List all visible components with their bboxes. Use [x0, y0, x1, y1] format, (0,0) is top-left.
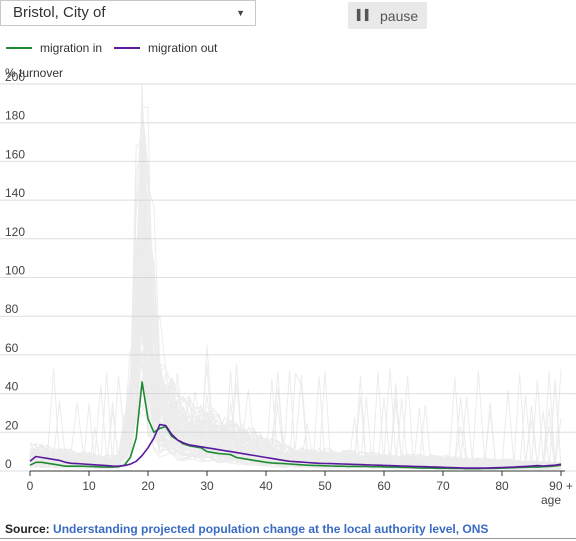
background-area-line [29, 229, 562, 467]
background-area-line [29, 284, 562, 469]
source-link[interactable]: Understanding projected population chang… [53, 522, 489, 536]
legend-item-migration-out: migration out [114, 41, 217, 55]
chevron-down-icon: ▼ [236, 8, 245, 18]
background-area-line [29, 155, 562, 468]
x-tick-label: 40 [259, 479, 273, 493]
background-area-line [29, 263, 562, 468]
y-tick-label: 80 [5, 302, 19, 316]
background-area-line [29, 107, 562, 466]
background-area-line [29, 270, 562, 468]
background-area-line [29, 273, 562, 466]
background-area-line [29, 186, 562, 468]
background-area-line [29, 222, 562, 468]
background-area-lines [29, 83, 562, 471]
background-area-line [29, 221, 562, 465]
background-area-line [29, 350, 562, 469]
background-area-line [29, 107, 562, 467]
x-tick-label: 0 [27, 479, 34, 493]
background-area-line [29, 239, 562, 467]
background-area-line [29, 106, 562, 466]
series-line-migration-out [29, 423, 562, 469]
background-area-line [29, 149, 562, 467]
legend-swatch-migration-in [6, 46, 32, 49]
background-area-line [29, 107, 562, 467]
x-tick-label: 10 [82, 479, 96, 493]
x-tick-label: 70 [436, 479, 450, 493]
background-area-line [29, 197, 562, 467]
background-area-line [29, 155, 562, 467]
legend-swatch-migration-out [114, 46, 140, 49]
y-tick-label: 180 [5, 109, 25, 123]
background-area-line [29, 162, 562, 467]
pause-button-label: pause [380, 7, 419, 24]
background-area-line [29, 273, 562, 468]
background-area-line [29, 280, 562, 468]
background-area-line [29, 180, 562, 469]
background-area-line [29, 273, 562, 469]
x-axis-label: age [541, 493, 561, 507]
background-area-line [29, 267, 561, 467]
y-tick-label: 120 [5, 225, 25, 239]
background-area-line [29, 175, 562, 468]
pause-icon: ▌▌ [356, 10, 373, 21]
legend-label-migration-in: migration in [40, 41, 103, 55]
area-select[interactable]: Bristol, City of ▼ [0, 0, 256, 26]
y-axis-label: % turnover [5, 66, 64, 80]
area-select-value: Bristol, City of [13, 4, 106, 21]
y-tick-label: 140 [5, 186, 25, 200]
pause-button[interactable]: ▌▌ pause [348, 2, 427, 29]
x-tick-label: 50 [318, 479, 332, 493]
background-area-line [29, 149, 562, 468]
legend-item-migration-in: migration in [6, 41, 102, 55]
background-area-line [29, 325, 562, 470]
background-area-line [29, 337, 562, 468]
x-tick-label: 90 + [549, 479, 573, 493]
background-area-line [29, 107, 562, 465]
y-tick-label: 160 [5, 147, 25, 161]
bottom-divider [0, 538, 576, 539]
y-tick-label: 0 [5, 457, 12, 471]
y-tick-label: 100 [5, 264, 25, 278]
background-area-line [29, 242, 562, 468]
source-label: Source: [5, 522, 50, 536]
background-area-line [29, 207, 562, 467]
background-area-line [29, 252, 562, 468]
y-tick-label: 60 [5, 341, 19, 355]
chart-plot: 0 20 40 60 80 100 120 140 160 180 200 0 10 20 30 40 50 60… [0, 70, 576, 507]
source-note: Source: Understanding projected populati… [5, 522, 488, 536]
y-tick-label: 40 [5, 380, 19, 394]
x-tick-label: 80 [495, 479, 509, 493]
y-tick-label: 200 [5, 70, 25, 84]
background-area-line [29, 215, 562, 469]
background-area-line [29, 310, 562, 469]
background-area-line [29, 140, 562, 467]
x-tick-label: 60 [377, 479, 391, 493]
background-area-line [29, 157, 562, 468]
background-area-line [29, 136, 562, 466]
legend-label-migration-out: migration out [148, 41, 218, 55]
x-tick-label: 20 [141, 479, 155, 493]
x-tick-label: 30 [200, 479, 214, 493]
background-area-line [29, 168, 562, 466]
background-area-line [29, 107, 562, 466]
background-area-line [29, 138, 562, 468]
y-tick-label: 20 [5, 418, 19, 432]
background-area-line [29, 277, 562, 467]
